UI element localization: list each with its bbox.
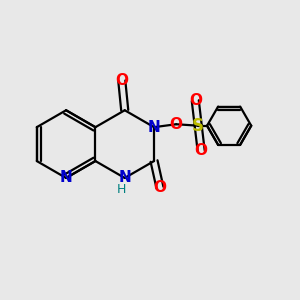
Text: S: S — [192, 117, 204, 135]
Text: O: O — [115, 73, 128, 88]
Text: O: O — [195, 143, 208, 158]
Text: N: N — [118, 170, 131, 185]
Text: N: N — [148, 120, 160, 135]
Text: O: O — [189, 93, 202, 108]
Text: H: H — [117, 183, 127, 196]
Text: O: O — [169, 117, 183, 132]
Text: O: O — [153, 180, 167, 195]
Text: N: N — [60, 170, 73, 185]
